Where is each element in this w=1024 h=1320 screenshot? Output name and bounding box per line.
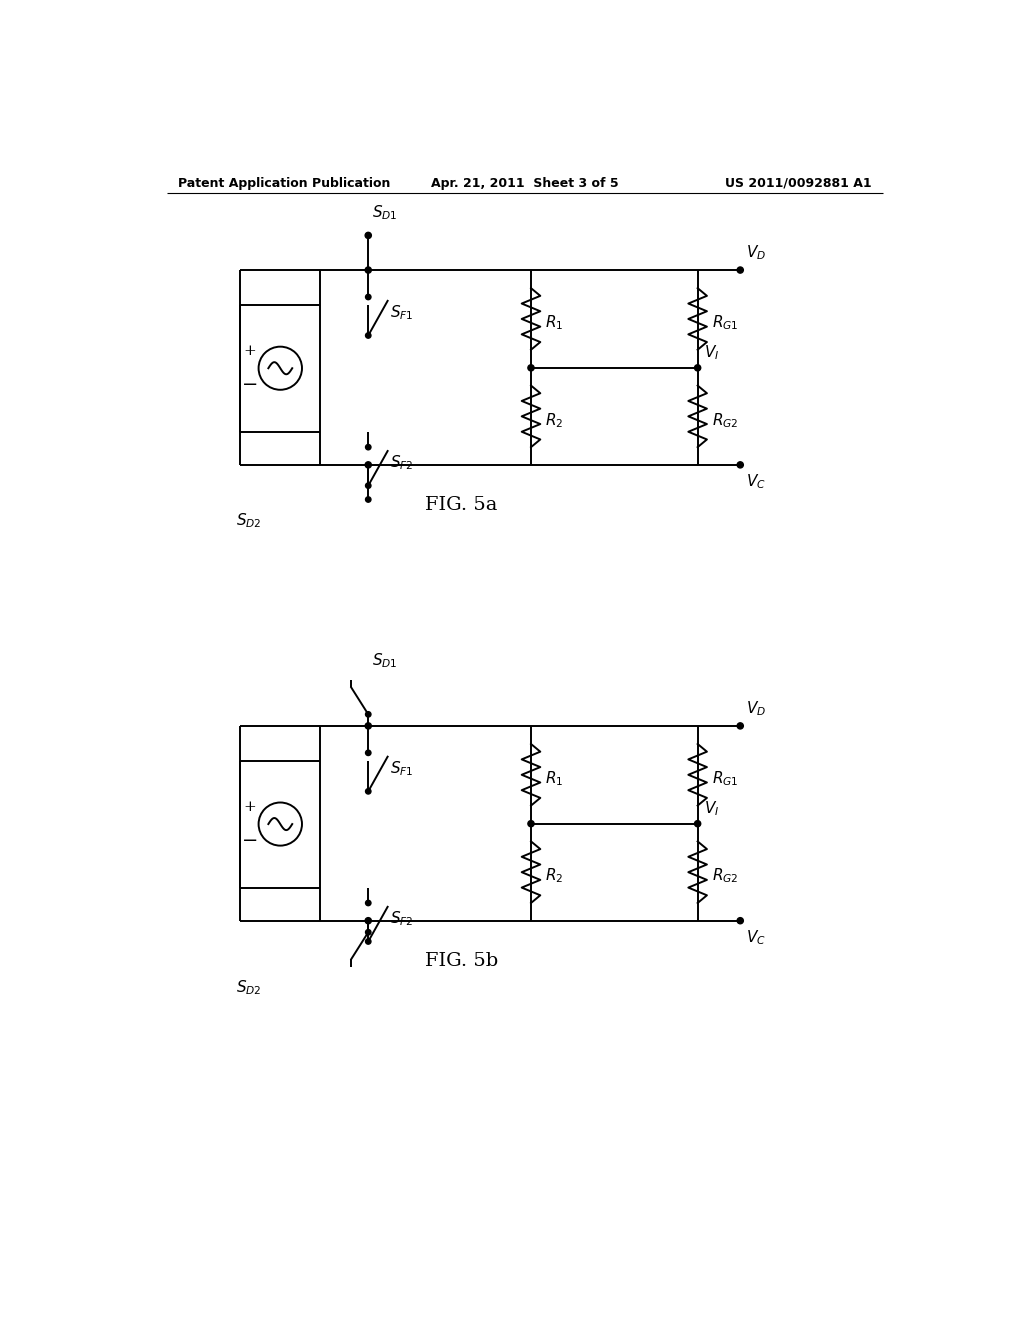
Text: FIG. 5a: FIG. 5a xyxy=(425,496,498,513)
Circle shape xyxy=(366,711,371,717)
Text: $S_{F1}$: $S_{F1}$ xyxy=(390,759,414,777)
Text: $V_I$: $V_I$ xyxy=(703,799,719,817)
Text: $S_{D1}$: $S_{D1}$ xyxy=(372,652,397,671)
Text: $S_{F2}$: $S_{F2}$ xyxy=(390,453,414,473)
Circle shape xyxy=(366,267,372,273)
Circle shape xyxy=(366,900,371,906)
Text: −: − xyxy=(242,376,258,395)
Text: FIG. 5b: FIG. 5b xyxy=(425,952,498,970)
Text: $R_1$: $R_1$ xyxy=(545,770,563,788)
Circle shape xyxy=(737,267,743,273)
Text: −: − xyxy=(242,832,258,850)
Text: $S_{D2}$: $S_{D2}$ xyxy=(237,978,262,997)
Circle shape xyxy=(366,462,372,469)
Text: $R_1$: $R_1$ xyxy=(545,313,563,333)
Circle shape xyxy=(737,462,743,469)
Text: $V_D$: $V_D$ xyxy=(746,700,767,718)
Circle shape xyxy=(366,496,371,502)
Circle shape xyxy=(366,939,371,944)
Circle shape xyxy=(528,821,535,826)
Circle shape xyxy=(737,723,743,729)
Text: $S_{D2}$: $S_{D2}$ xyxy=(237,511,262,529)
Circle shape xyxy=(366,917,372,924)
Text: $V_D$: $V_D$ xyxy=(746,244,767,263)
Text: $R_{G2}$: $R_{G2}$ xyxy=(712,411,738,429)
Circle shape xyxy=(366,333,371,338)
Text: +: + xyxy=(244,800,256,814)
Circle shape xyxy=(366,445,371,450)
Text: $S_{D1}$: $S_{D1}$ xyxy=(372,203,397,222)
Circle shape xyxy=(737,917,743,924)
Text: $S_{F1}$: $S_{F1}$ xyxy=(390,304,414,322)
Circle shape xyxy=(366,788,371,795)
Circle shape xyxy=(366,294,371,300)
Text: $R_{G2}$: $R_{G2}$ xyxy=(712,867,738,886)
Circle shape xyxy=(694,821,700,826)
Text: $V_I$: $V_I$ xyxy=(703,343,719,362)
Circle shape xyxy=(366,723,372,729)
Circle shape xyxy=(528,364,535,371)
Text: +: + xyxy=(244,345,256,358)
Text: $S_{F2}$: $S_{F2}$ xyxy=(390,909,414,928)
Circle shape xyxy=(366,483,371,488)
Circle shape xyxy=(694,364,700,371)
Circle shape xyxy=(366,929,371,935)
Circle shape xyxy=(366,750,371,755)
Circle shape xyxy=(366,232,372,239)
Text: $R_{G1}$: $R_{G1}$ xyxy=(712,770,738,788)
Text: US 2011/0092881 A1: US 2011/0092881 A1 xyxy=(725,177,872,190)
Text: Patent Application Publication: Patent Application Publication xyxy=(178,177,391,190)
Text: $V_C$: $V_C$ xyxy=(746,473,766,491)
Text: $R_2$: $R_2$ xyxy=(545,867,563,886)
Text: $R_{G1}$: $R_{G1}$ xyxy=(712,313,738,333)
Text: Apr. 21, 2011  Sheet 3 of 5: Apr. 21, 2011 Sheet 3 of 5 xyxy=(431,177,618,190)
Text: $R_2$: $R_2$ xyxy=(545,411,563,429)
Text: $V_C$: $V_C$ xyxy=(746,928,766,948)
